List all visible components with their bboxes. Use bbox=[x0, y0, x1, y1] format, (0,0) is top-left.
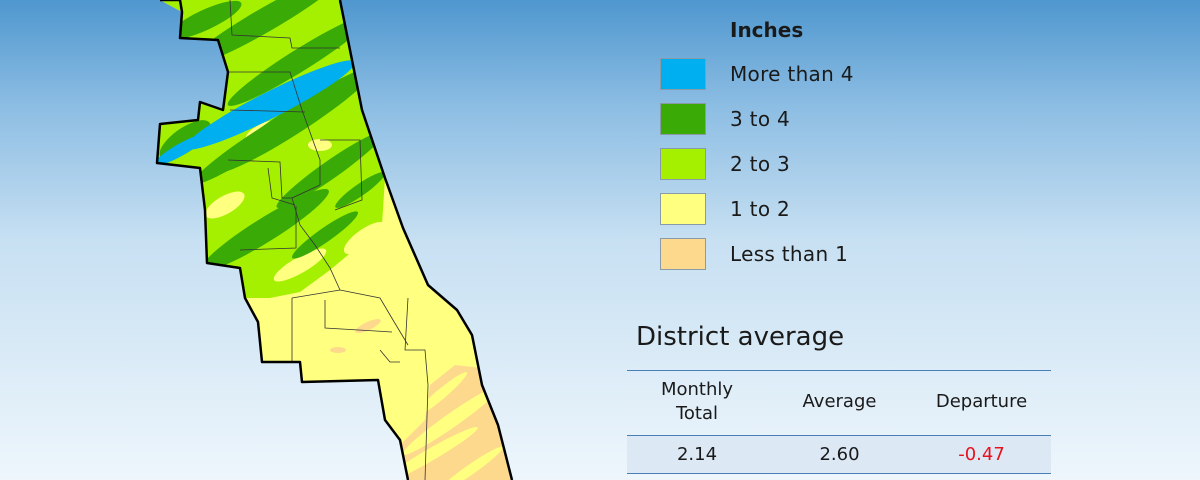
legend-label: 3 to 4 bbox=[730, 107, 791, 131]
district-boundary bbox=[155, 0, 410, 480]
map-legend: Inches More than 4 3 to 4 2 to 3 1 to 2 … bbox=[660, 14, 960, 284]
legend-item-3-to-4: 3 to 4 bbox=[660, 103, 960, 137]
table-header-rule bbox=[627, 435, 1051, 436]
average-value: 2.60 bbox=[819, 444, 860, 465]
legend-swatch bbox=[660, 238, 706, 270]
legend-title: Inches bbox=[730, 18, 804, 42]
district-average-table: Monthly Total Average Departure 2.14 2.6… bbox=[627, 370, 1051, 474]
legend-swatch bbox=[660, 193, 706, 225]
legend-item-less-than-1: Less than 1 bbox=[660, 238, 960, 272]
legend-item-more-than-4: More than 4 bbox=[660, 58, 960, 92]
district-average-title: District average bbox=[636, 322, 845, 352]
legend-label: Less than 1 bbox=[730, 242, 849, 266]
header-departure: Departure bbox=[935, 391, 1028, 412]
county-boundaries bbox=[227, 0, 429, 480]
table-row: 2.14 2.60 -0.47 bbox=[627, 436, 1051, 473]
coastline bbox=[338, 0, 514, 480]
legend-label: More than 4 bbox=[730, 62, 854, 86]
legend-swatch bbox=[660, 148, 706, 180]
table-bottom-rule bbox=[627, 473, 1051, 474]
monthly-total-value: 2.14 bbox=[676, 444, 718, 465]
legend-swatch bbox=[660, 58, 706, 90]
rainfall-map bbox=[155, 0, 514, 480]
rain-zone-3-to-4 bbox=[159, 0, 385, 272]
header-monthly-total: Monthly Total bbox=[660, 379, 734, 424]
legend-label: 2 to 3 bbox=[730, 152, 791, 176]
legend-item-1-to-2: 1 to 2 bbox=[660, 193, 960, 227]
table-top-rule bbox=[627, 370, 1051, 371]
legend-swatch bbox=[660, 103, 706, 135]
header-average: Average bbox=[802, 391, 877, 412]
legend-label: 1 to 2 bbox=[730, 197, 791, 221]
rainfall-map-svg bbox=[155, 0, 514, 480]
departure-value: -0.47 bbox=[958, 444, 1005, 465]
rain-zone-more-than-4 bbox=[157, 60, 355, 166]
legend-item-2-to-3: 2 to 3 bbox=[660, 148, 960, 182]
